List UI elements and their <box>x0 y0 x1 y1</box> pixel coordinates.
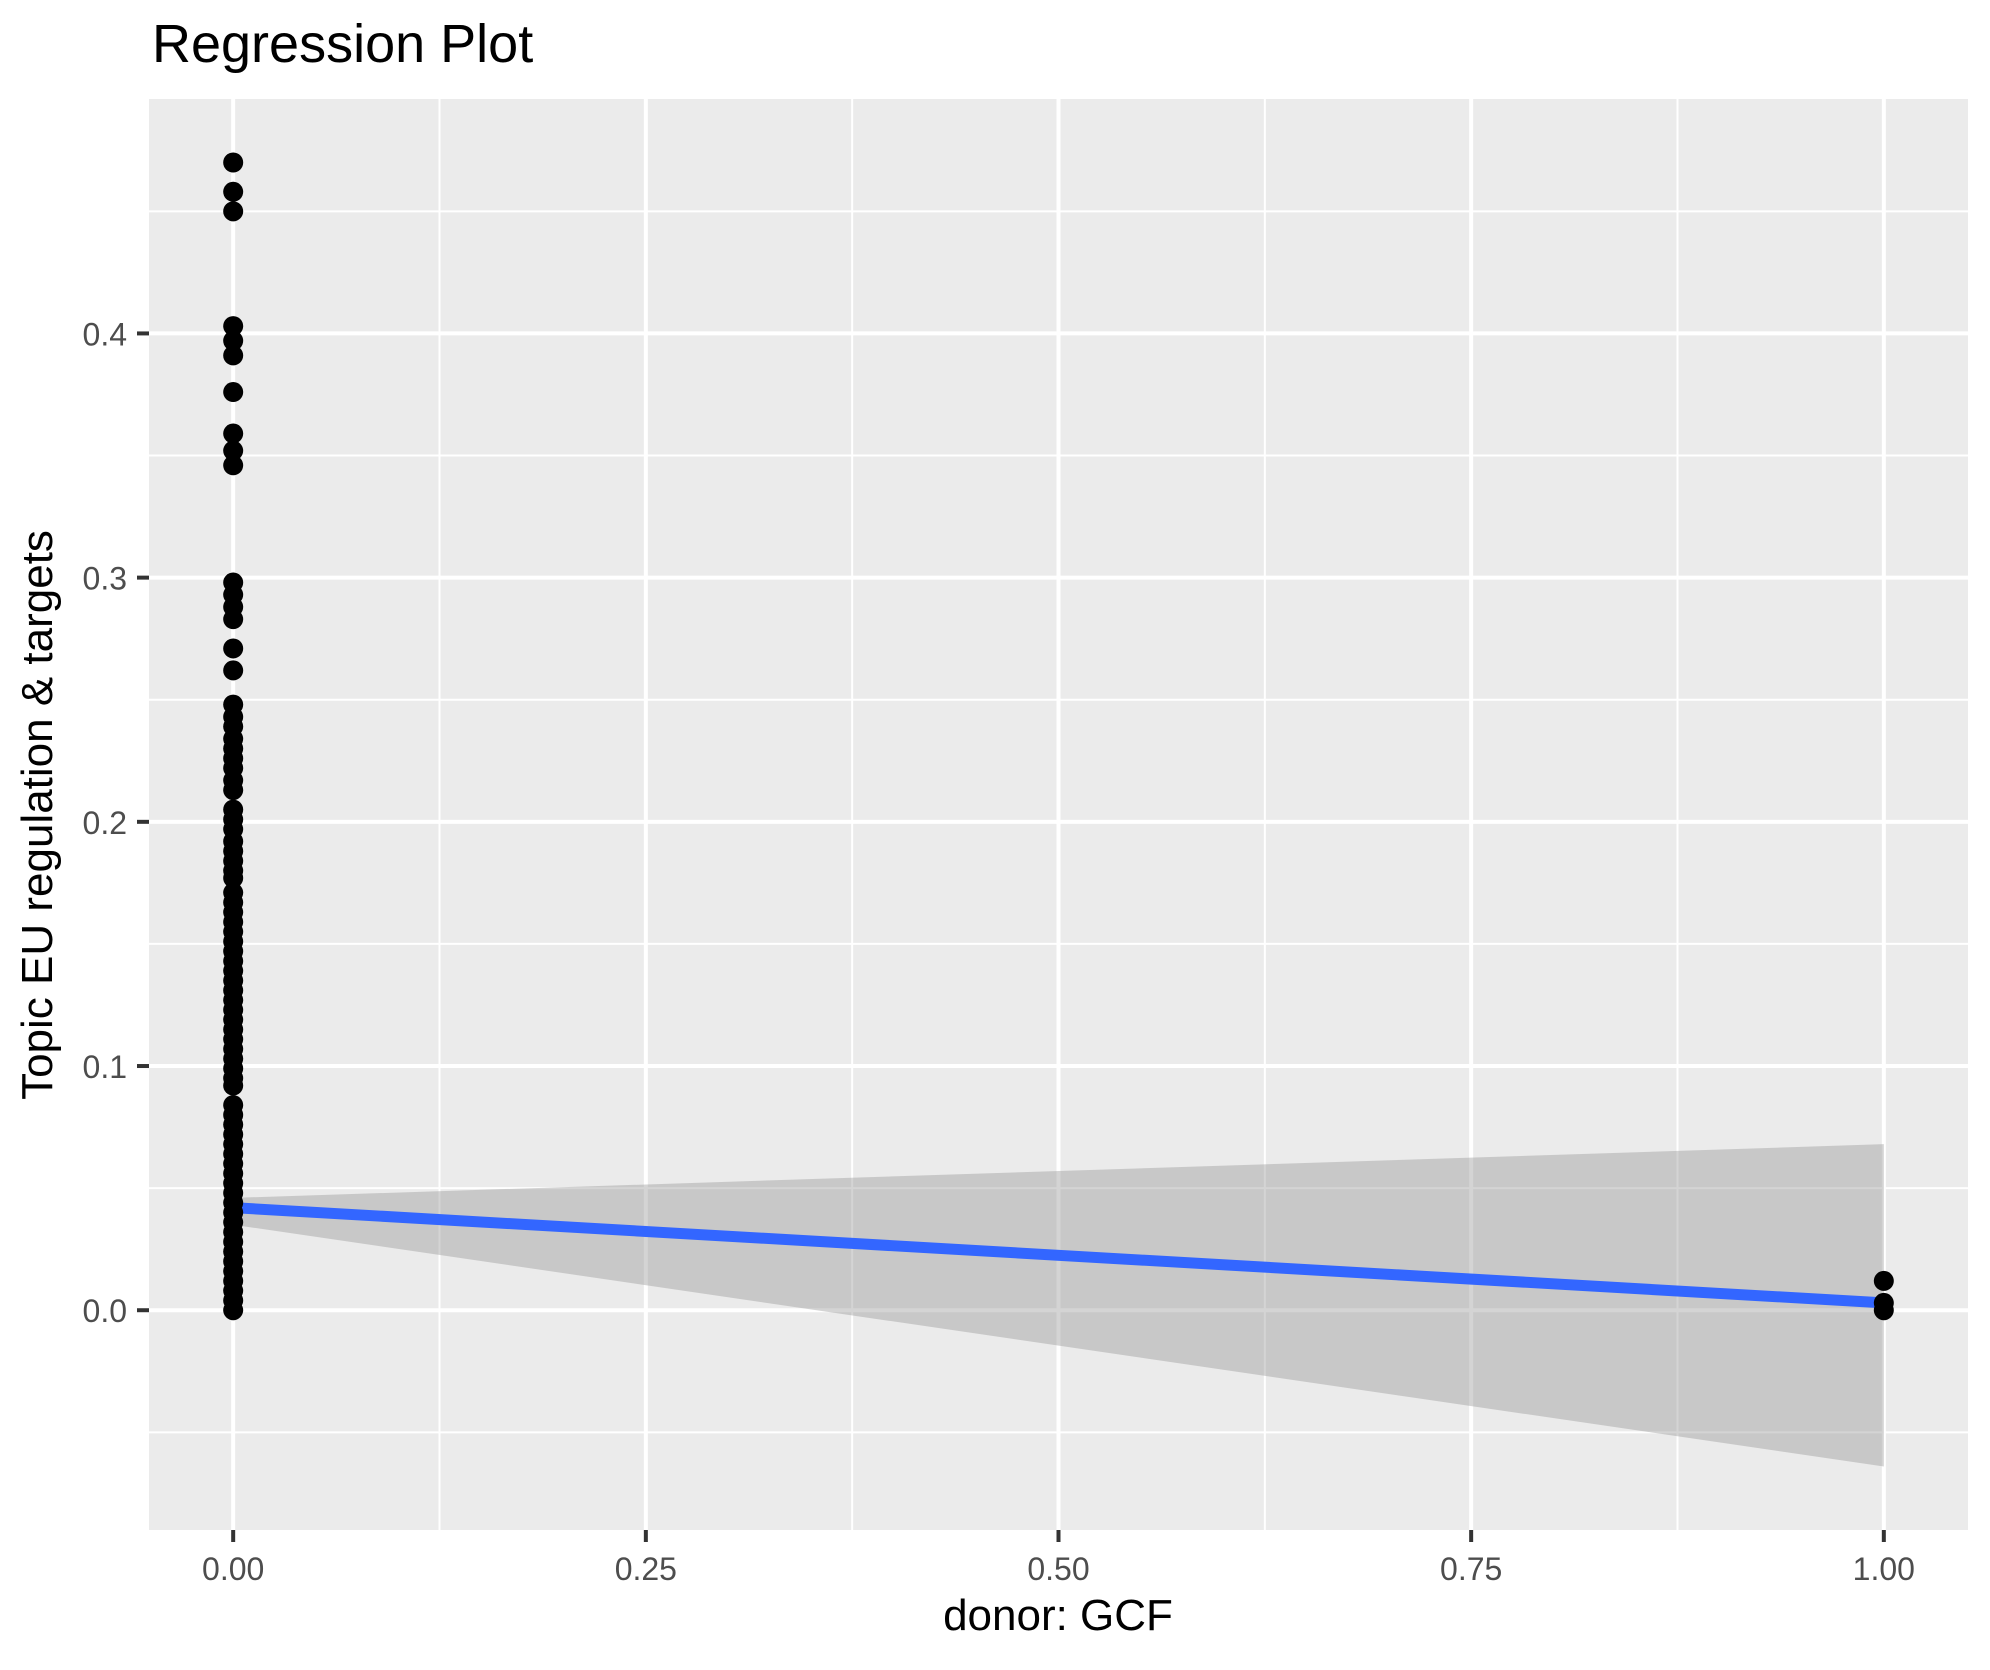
x-axis-title: donor: GCF <box>943 1591 1173 1640</box>
data-point <box>223 330 244 351</box>
plot-panel <box>149 99 1968 1530</box>
axes: 0.00 0.25 0.50 0.75 1.00 0.0 0.1 0.2 0.3 0.4 <box>83 316 1915 1587</box>
confidence-band <box>233 1144 1884 1467</box>
x-tick-label: 0.00 <box>202 1551 264 1587</box>
data-point <box>223 455 244 476</box>
x-tick-label: 1.00 <box>1853 1551 1915 1587</box>
plot-title: Regression Plot <box>152 14 533 74</box>
x-tick-label: 0.25 <box>615 1551 677 1587</box>
data-point <box>223 660 244 681</box>
y-axis-title: Topic EU regulation & targets <box>13 530 62 1100</box>
data-point <box>223 609 244 630</box>
data-point <box>223 867 244 888</box>
y-tick-label: 0.4 <box>83 316 127 352</box>
data-point <box>223 440 244 461</box>
data-point <box>1873 1270 1894 1291</box>
data-point <box>223 345 244 366</box>
data-point <box>223 316 244 337</box>
data-point <box>223 181 244 202</box>
y-tick-label: 0.2 <box>83 805 127 841</box>
data-point <box>223 1075 244 1096</box>
y-tick-label: 0.3 <box>83 561 127 597</box>
data-point <box>223 423 244 444</box>
y-tick-label: 0.1 <box>83 1049 127 1085</box>
x-tick-label: 0.75 <box>1440 1551 1502 1587</box>
y-tick-label: 0.0 <box>83 1293 127 1329</box>
data-point <box>223 382 244 403</box>
data-point <box>223 201 244 222</box>
data-point <box>223 780 244 801</box>
data-point <box>223 152 244 173</box>
data-point <box>223 638 244 659</box>
regression-line <box>232 1202 1885 1309</box>
x-tick-label: 0.50 <box>1027 1551 1089 1587</box>
data-point <box>223 1300 244 1321</box>
data-point <box>1873 1300 1894 1321</box>
